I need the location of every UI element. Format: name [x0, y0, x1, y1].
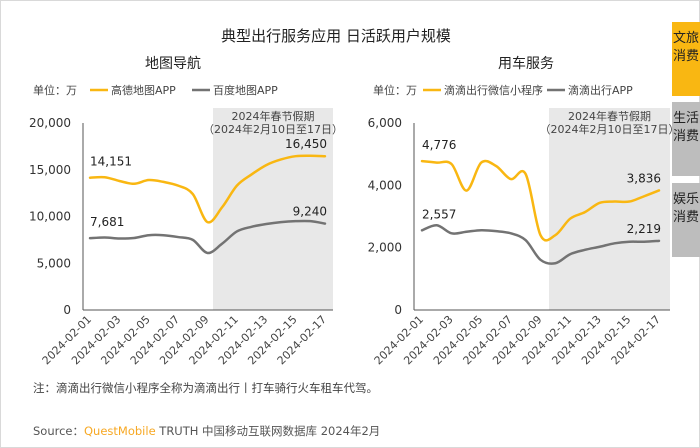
y-tick-label: 4,000 [368, 178, 402, 192]
source-prefix: Source： [33, 424, 84, 438]
holiday-shade [549, 108, 670, 310]
y-tick-label: 0 [394, 303, 402, 317]
y-tick-label: 5,000 [37, 256, 71, 270]
data-label-first: 4,776 [422, 138, 456, 152]
page-title: 典型出行服务应用 日活跃用户规模 [221, 27, 451, 45]
y-tick-label: 2,000 [368, 241, 402, 255]
tab-entertainment[interactable]: 娱乐消费 [672, 183, 700, 257]
holiday-shade [213, 108, 333, 310]
unit-label: 单位：万 [373, 83, 417, 97]
data-label-last: 16,450 [285, 137, 327, 151]
source-text: TRUTH 中国移动互联网数据库 2024年2月 [155, 424, 381, 438]
y-tick-label: 10,000 [29, 210, 71, 224]
chart-ride-service: 单位：万 滴滴出行微信小程序 滴滴出行APP 2024年春节假期（2024年2月10日… [368, 83, 680, 367]
holiday-dates: （2024年2月10日至17日） [203, 122, 343, 136]
tab-label: 文旅消费 [672, 31, 699, 64]
legend-label: 滴滴出行微信小程序 [444, 83, 543, 97]
legend-label: 滴滴出行APP [568, 83, 633, 97]
holiday-dates: （2024年2月10日至17日） [540, 122, 680, 136]
y-tick-label: 15,000 [29, 163, 71, 177]
legend-label: 百度地图APP [213, 83, 278, 97]
tab-life[interactable]: 生活消费 [672, 102, 700, 176]
y-tick-label: 0 [63, 303, 71, 317]
data-label-first: 2,557 [422, 207, 456, 221]
holiday-label: 2024年春节假期 [232, 109, 315, 123]
tab-culture-travel[interactable]: 文旅消费 [672, 22, 700, 96]
data-label-last: 2,219 [627, 222, 661, 236]
holiday-label: 2024年春节假期 [568, 109, 651, 123]
brand-logo-text: QuestMobile [84, 424, 156, 438]
tab-label: 生活消费 [672, 111, 699, 144]
y-tick-label: 20,000 [29, 116, 71, 130]
unit-label: 单位：万 [33, 83, 77, 97]
legend-label: 高德地图APP [111, 83, 176, 97]
y-tick-label: 6,000 [368, 116, 402, 130]
data-label-last: 3,836 [627, 171, 661, 185]
data-label-last: 9,240 [293, 205, 327, 219]
data-label-first: 14,151 [90, 155, 132, 169]
tab-label: 娱乐消费 [672, 192, 699, 225]
chart-map-navigation: 单位：万 高德地图APP 百度地图APP 2024年春节假期（2024年2月10日至1… [29, 83, 343, 367]
footnote: 注：滴滴出行微信小程序全称为滴滴出行丨打车骑行火车租车代驾。 [33, 381, 378, 395]
chart-title-map: 地图导航 [145, 56, 201, 72]
source-line: Source：QuestMobile TRUTH 中国移动互联网数据库 2024… [33, 423, 380, 439]
chart-title-ride: 用车服务 [498, 56, 554, 72]
data-label-first: 7,681 [90, 215, 124, 229]
